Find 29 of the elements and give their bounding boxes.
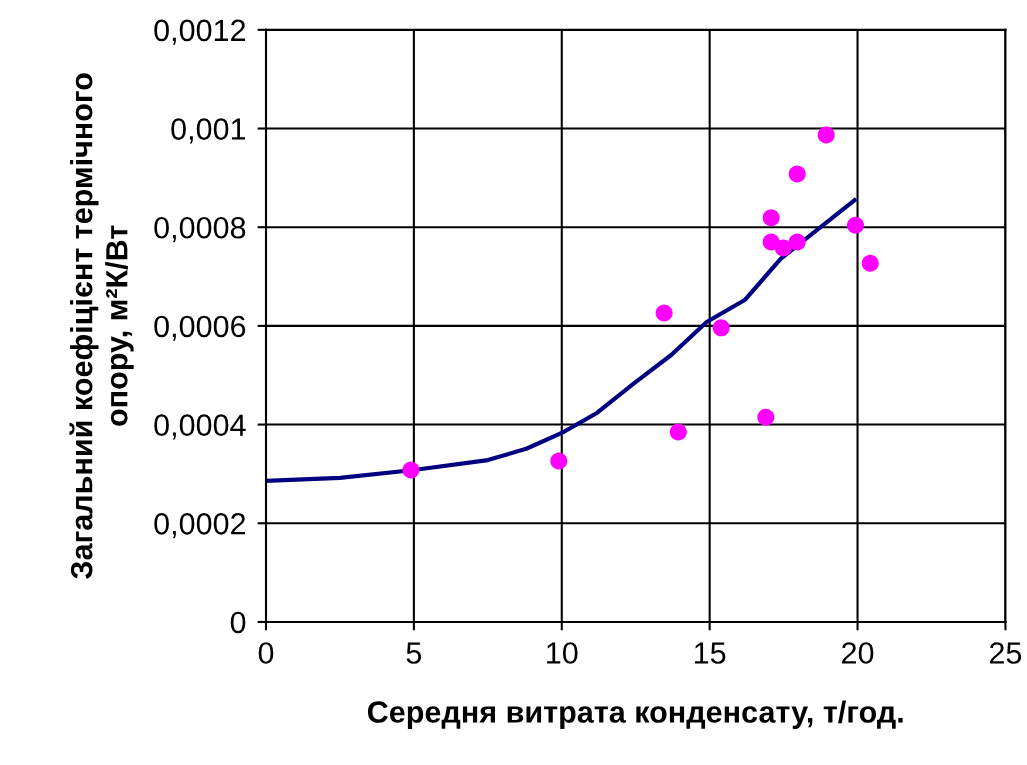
x-tick-label: 5 [406,642,422,664]
point [655,304,673,322]
point [669,423,687,441]
point [762,209,780,227]
point [817,126,835,144]
point [788,165,806,183]
y-tick-label: 0,0006 [154,315,246,341]
y-tick-label: 0,0004 [154,414,246,440]
point [846,216,864,234]
y-tick-label: 0,0012 [154,19,246,45]
point [774,239,792,257]
point [757,408,775,426]
line-series [265,197,857,483]
y-tick-label: 0,0002 [154,513,246,539]
point [861,254,879,272]
x-axis-title: Середня витрата конденсату, т/год. [367,700,903,729]
x-tick-label: 15 [695,642,726,664]
point [788,233,806,251]
point [402,461,420,479]
x-tick-label: 25 [989,642,1022,664]
y-axis-title: Загальний коефіцієнт термічного опору, м²К/Вт [69,73,134,579]
point [550,452,568,470]
point [712,319,730,337]
x-tick-label: 20 [842,642,874,664]
y-tick-label: 0 [230,611,246,634]
y-tick-label: 0,001 [171,118,246,144]
y-tick-label: 0,0008 [154,216,246,243]
x-tick-label: 0 [258,642,274,664]
x-tick-label: 10 [547,642,578,664]
